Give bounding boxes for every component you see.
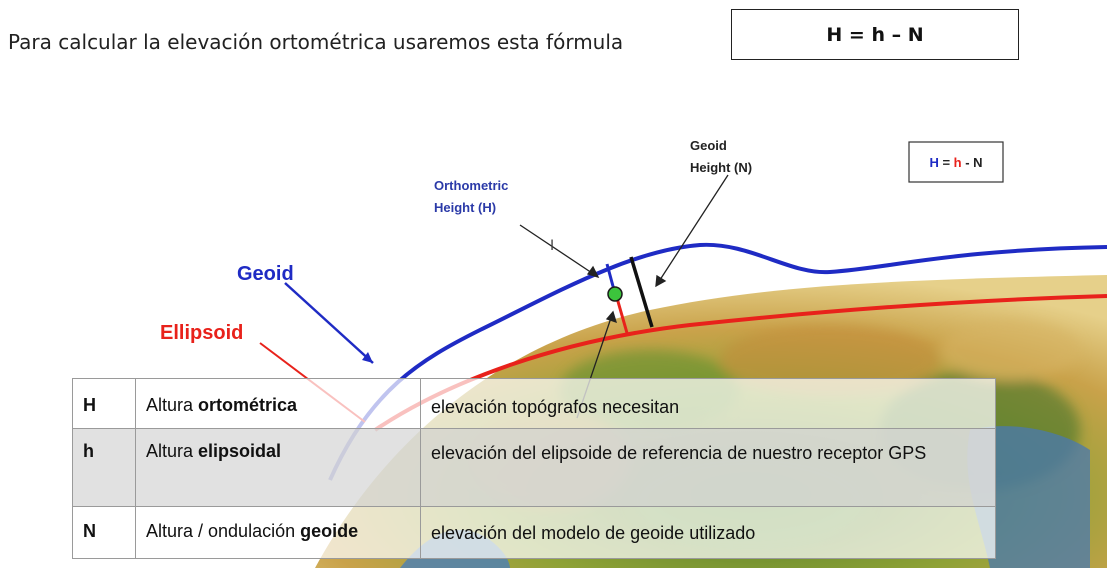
inset-h: h	[954, 155, 962, 170]
name-bold: ortométrica	[198, 395, 298, 415]
description-cell: elevación topógrafos necesitan	[420, 378, 996, 429]
inset-formula-box: H = h - N	[908, 141, 1004, 183]
orthometric-label-line2: Height (H)	[434, 200, 496, 215]
ellipsoid-height-marker	[615, 297, 629, 334]
description-cell: elevación del elipsoide de referencia de…	[420, 428, 996, 507]
name-prefix: Altura / ondulación	[146, 521, 301, 541]
orthometric-label-line1: Orthometric	[434, 178, 508, 193]
formula-box: H = h – N	[731, 9, 1019, 60]
name-cell: Altura / ondulación geoide	[135, 506, 421, 559]
name-bold: elipsoidal	[198, 441, 282, 461]
orthometric-height-marker	[605, 263, 616, 291]
symbol-cell: H	[72, 378, 136, 429]
geoid-height-label-line2: Height (N)	[690, 160, 752, 175]
name-cell: Altura ortométrica	[135, 378, 421, 429]
inset-eq: =	[939, 155, 954, 170]
name-bold: geoide	[300, 521, 359, 541]
definitions-table: H Altura ortométrica elevación topógrafo…	[72, 378, 996, 559]
table-row: h Altura elipsoidal elevación del elipso…	[72, 428, 996, 507]
table-row: H Altura ortométrica elevación topógrafo…	[72, 378, 996, 429]
description-cell: elevación del modelo de geoide utilizado	[420, 506, 996, 559]
ellipsoid-label: Ellipsoid	[160, 322, 243, 344]
table-row: N Altura / ondulación geoide elevación d…	[72, 506, 996, 559]
geoid-label: Geoid	[237, 263, 294, 285]
inset-H: H	[929, 155, 938, 170]
name-cell: Altura elipsoidal	[135, 428, 421, 507]
inset-minus: -	[962, 155, 974, 170]
surface-point	[607, 286, 623, 302]
inset-N: N	[973, 155, 982, 170]
intro-text: Para calcular la elevación ortométrica u…	[8, 30, 624, 54]
text-cursor-icon: I	[550, 238, 554, 254]
water-area	[967, 426, 1090, 568]
name-prefix: Altura	[146, 441, 199, 461]
symbol-cell: h	[72, 428, 136, 507]
geoid-height-label-line1: Geoid	[690, 138, 727, 153]
geoid-curve	[328, 242, 1107, 481]
symbol-cell: N	[72, 506, 136, 559]
svg-text:H = h - N: H = h - N	[929, 155, 982, 170]
geoid-height-bar	[629, 256, 654, 328]
name-prefix: Altura	[146, 395, 199, 415]
